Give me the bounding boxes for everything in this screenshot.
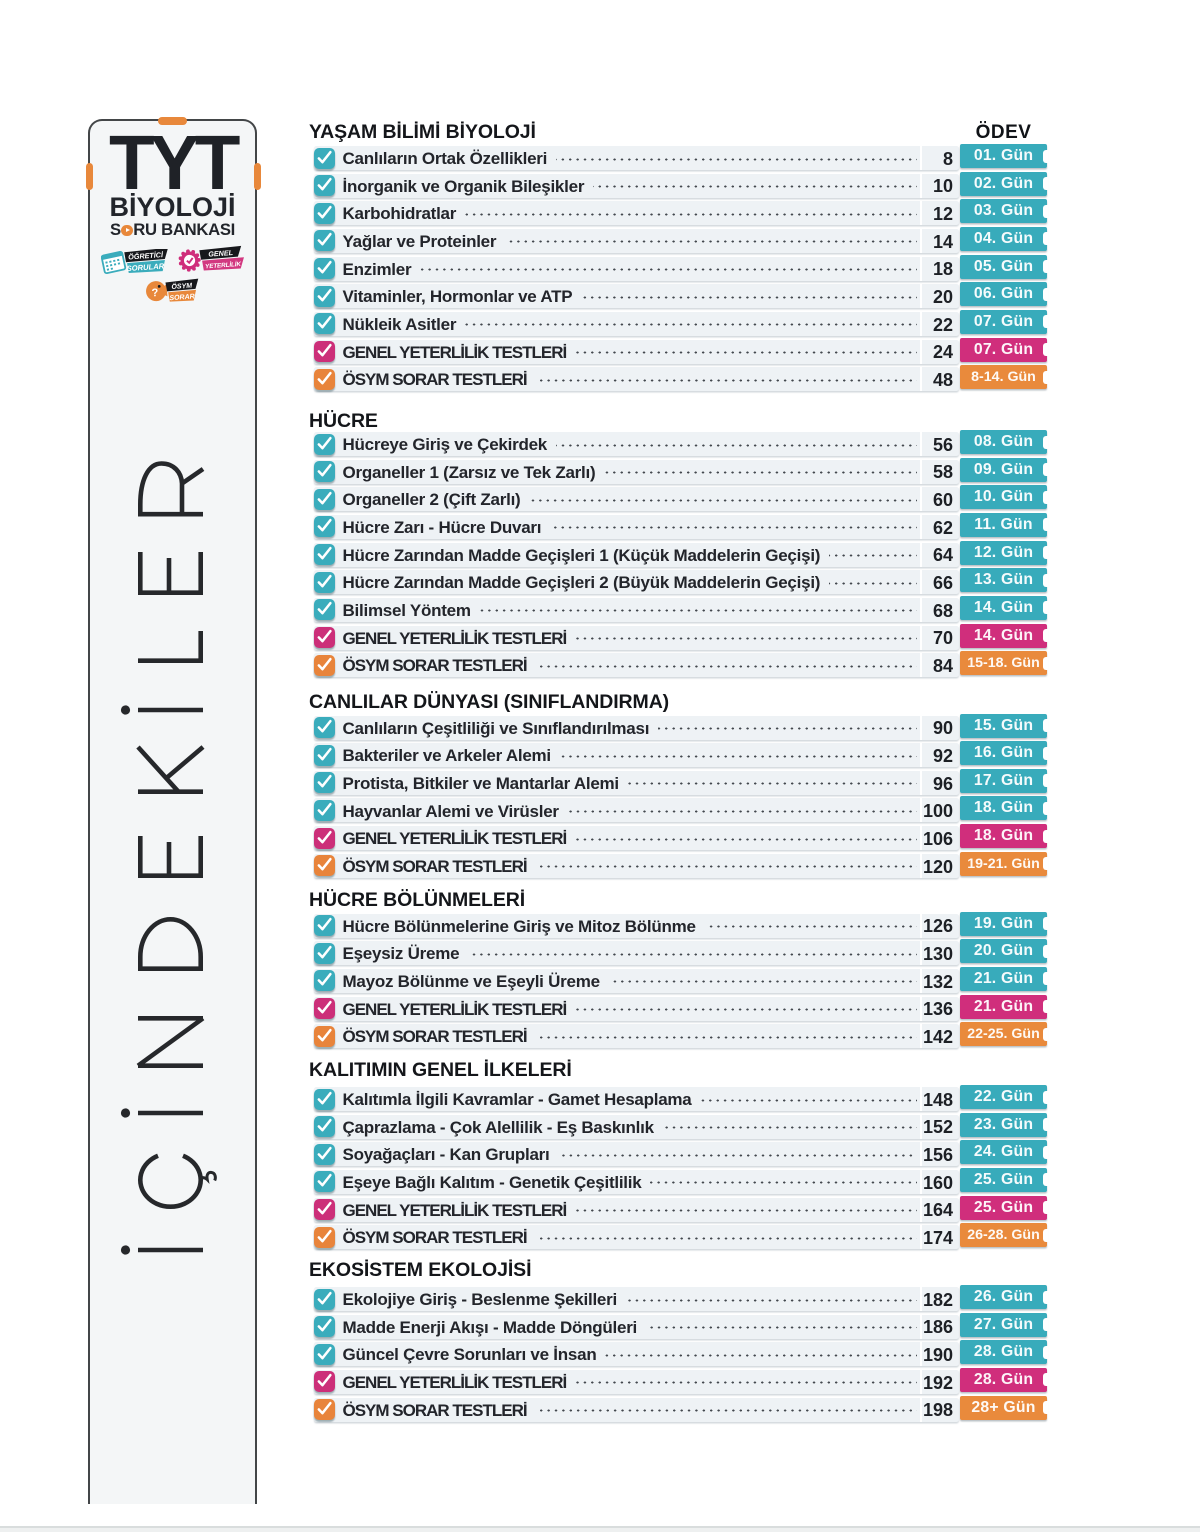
svg-text:GENEL: GENEL <box>208 248 233 259</box>
svg-text:ÖĞRETİCİ: ÖĞRETİCİ <box>128 250 164 261</box>
svg-text:SORULAR: SORULAR <box>126 262 165 274</box>
svg-text:?: ? <box>151 287 159 299</box>
svg-text:ÖSYM: ÖSYM <box>171 281 192 291</box>
svg-text:YETERLİLİK: YETERLİLİK <box>205 260 242 271</box>
svg-text:SORAR: SORAR <box>169 293 195 302</box>
